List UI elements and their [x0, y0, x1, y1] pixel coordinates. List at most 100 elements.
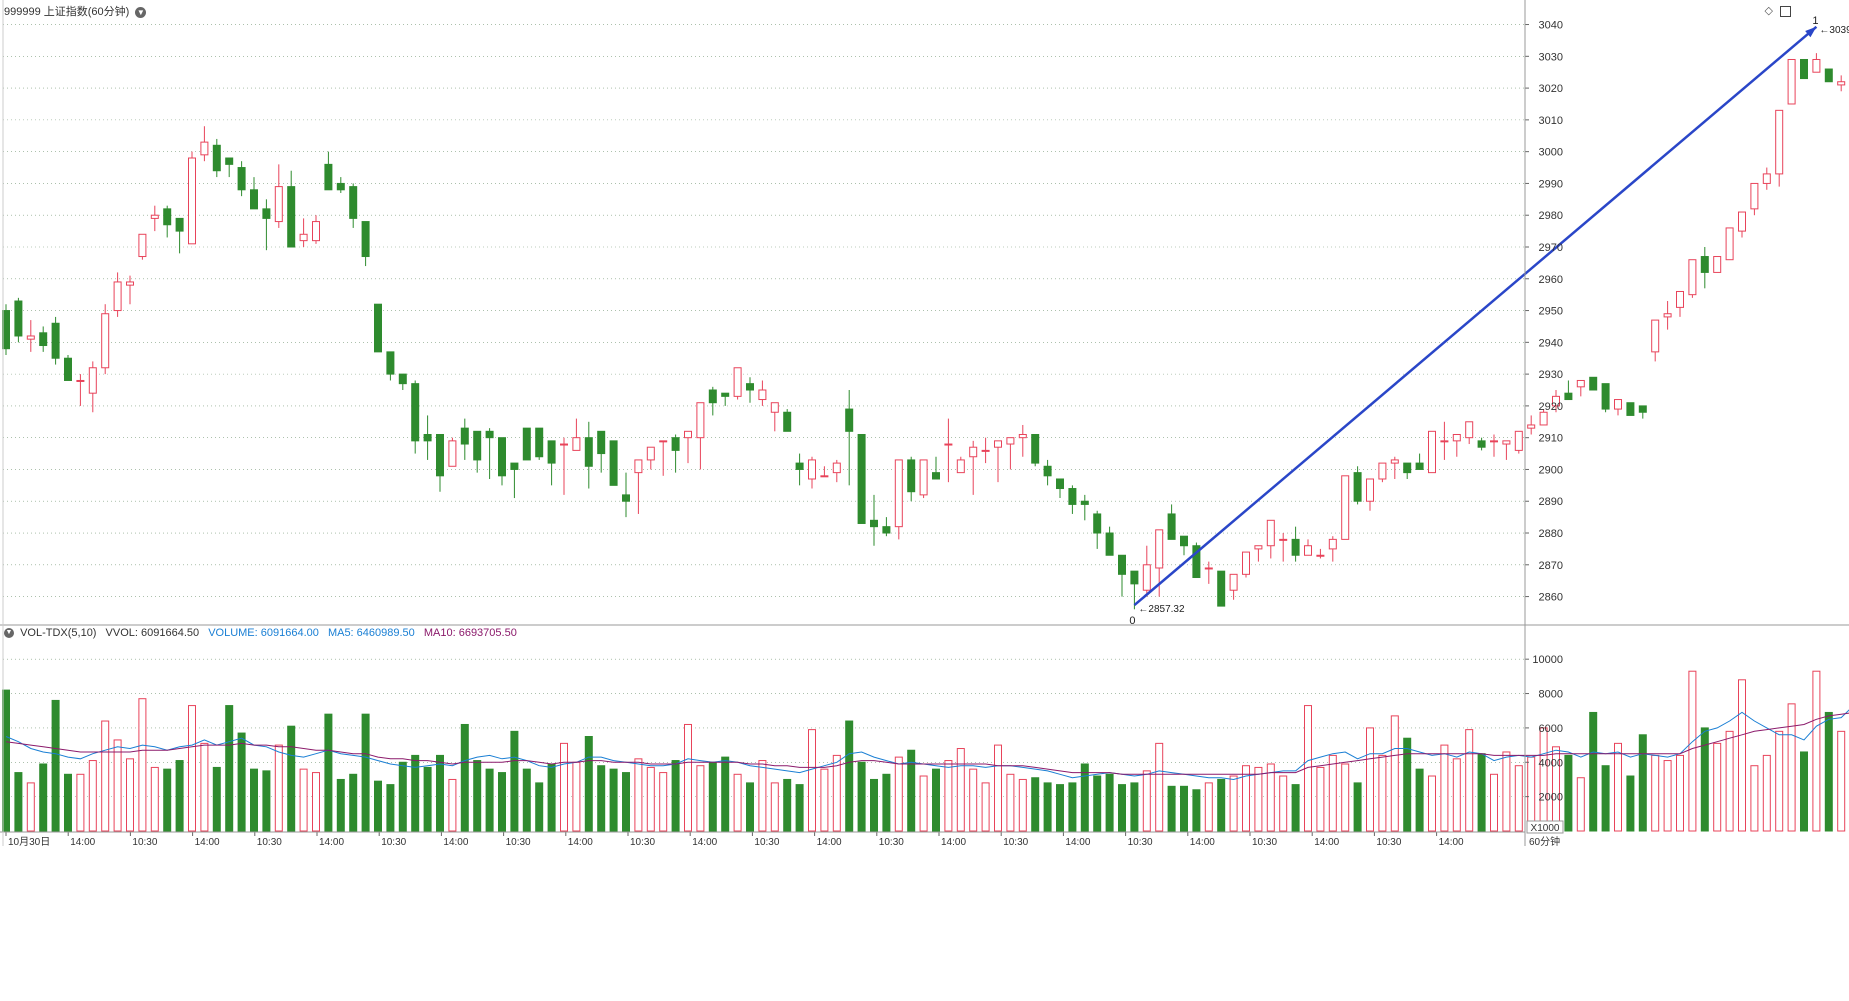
price-grid: [3, 24, 1525, 597]
volume-bar-down: [212, 766, 221, 832]
candle-body-down: [547, 440, 556, 464]
candle-body-down: [1589, 376, 1598, 391]
candle-body-up: [1837, 81, 1846, 86]
candle-body-up: [1465, 421, 1474, 439]
price-tick-label: 2890: [1539, 496, 1563, 508]
volume-bar-down: [386, 784, 395, 832]
panel-toggle-icon[interactable]: [1780, 5, 1791, 17]
volume-bar-down: [845, 720, 854, 832]
volume-bar-up: [994, 744, 1002, 832]
volume-bar-down: [1800, 751, 1808, 832]
wave-arrow-head: [1805, 26, 1817, 38]
price-tick-label: 2900: [1539, 464, 1563, 476]
diamond-icon[interactable]: ◇: [1764, 5, 1773, 17]
chevron-down-icon[interactable]: ▼: [135, 6, 147, 18]
candle-body-up: [770, 402, 779, 413]
volume-bar-up: [1254, 766, 1263, 832]
candle-body-down: [708, 389, 717, 404]
volume-bar-down: [907, 749, 916, 832]
time-tick-label: 14:00: [70, 837, 95, 848]
candle-body-up: [1390, 459, 1399, 464]
candle-body-up: [1812, 58, 1821, 73]
volume-unit-label: X1000: [1531, 823, 1560, 834]
candle-body-down: [857, 433, 866, 524]
time-tick-label: 10:30: [1252, 837, 1277, 848]
volume-bar-up: [1663, 760, 1672, 832]
candle-body-down: [336, 182, 345, 191]
volume-tick-label: 4000: [1539, 757, 1563, 769]
volume-bar-up: [448, 778, 457, 832]
volume-bar-up: [572, 761, 581, 832]
volume-bar-up: [1713, 742, 1722, 832]
candle-body-up: [1378, 462, 1387, 480]
chart-title-bar[interactable]: 999999 上证指数(60分钟) ▼: [4, 3, 147, 19]
candlestick-series: [2, 53, 1846, 610]
price-tick-label: 3030: [1539, 51, 1563, 63]
candle-body-up: [696, 402, 705, 439]
candle-body-down: [510, 462, 519, 470]
price-tick-label: 3040: [1539, 20, 1563, 32]
volume-bar-down: [1564, 754, 1573, 832]
candle-body-down: [212, 144, 221, 172]
price-tick-label: 3020: [1539, 83, 1563, 95]
candle-body-down: [932, 472, 940, 480]
candle-body-up: [188, 157, 196, 245]
volume-bar-up: [634, 758, 643, 832]
candle-body-down: [163, 208, 172, 226]
candle-body-up: [832, 462, 841, 474]
candle-body-down: [1167, 513, 1176, 540]
candle-body-down: [51, 322, 60, 359]
volume-bar-up: [1378, 754, 1387, 832]
ma5-value: MA5: 6460989.50: [327, 627, 415, 639]
candle-body-up: [1006, 437, 1015, 445]
time-tick-label: 14:00: [1314, 837, 1339, 848]
volume-tick-label: 10000: [1532, 654, 1563, 666]
volume-bar-down: [398, 761, 407, 832]
volume-bar-up: [646, 766, 655, 832]
time-tick-label: 14:00: [692, 837, 717, 848]
volume-bar-up: [1614, 742, 1622, 832]
volume-bar-up: [88, 760, 97, 832]
candle-body-up: [1576, 379, 1585, 388]
candle-body-down: [2, 310, 10, 350]
volume-bar-up: [659, 772, 668, 832]
candle-body-up: [808, 459, 816, 480]
volume-bar-down: [287, 725, 296, 832]
candle-body-up: [1316, 554, 1325, 557]
chart-frame: [0, 0, 1849, 846]
candle-body-up: [1229, 573, 1238, 591]
volume-bar-down: [336, 778, 345, 832]
volume-bar-down: [535, 782, 544, 832]
candle-body-down: [386, 351, 395, 375]
time-tick-label: 14:00: [941, 837, 966, 848]
wave-trend-arrow[interactable]: 0 1 ←2857.32 ←3039.29: [1129, 15, 1849, 627]
volume-bar-down: [361, 713, 370, 832]
volume-bar-down: [374, 780, 382, 832]
volume-bar-down: [721, 756, 730, 832]
chevron-down-icon[interactable]: ▼: [4, 628, 14, 639]
volume-bar-down: [1477, 753, 1486, 832]
volume-bar-up: [1204, 782, 1213, 832]
vol-indicator-name: VOL-TDX(5,10): [20, 627, 97, 639]
candle-body-up: [1242, 551, 1250, 575]
candle-body-up: [969, 446, 978, 458]
volume-bar-up: [274, 744, 283, 832]
volume-bar-down: [584, 736, 593, 832]
time-tick-label: 14:00: [195, 837, 220, 848]
candle-body-up: [1502, 440, 1511, 445]
candle-body-up: [312, 221, 320, 242]
volume-bar-up: [113, 739, 122, 832]
volume-bar-up: [969, 768, 978, 832]
wave-end-label: 1: [1812, 15, 1818, 27]
volume-bar-up: [1328, 754, 1337, 832]
volume-bar-up: [758, 760, 767, 832]
price-tick-label: 2950: [1539, 306, 1563, 318]
volume-bar-down: [324, 713, 333, 832]
volume-bar-up: [1725, 730, 1734, 832]
volume-bar-up: [560, 742, 568, 832]
volume-ma-lines: [5, 709, 1849, 781]
time-tick-label: 14:00: [1439, 837, 1464, 848]
ma10-line: [5, 712, 1849, 775]
candle-body-down: [584, 437, 593, 467]
